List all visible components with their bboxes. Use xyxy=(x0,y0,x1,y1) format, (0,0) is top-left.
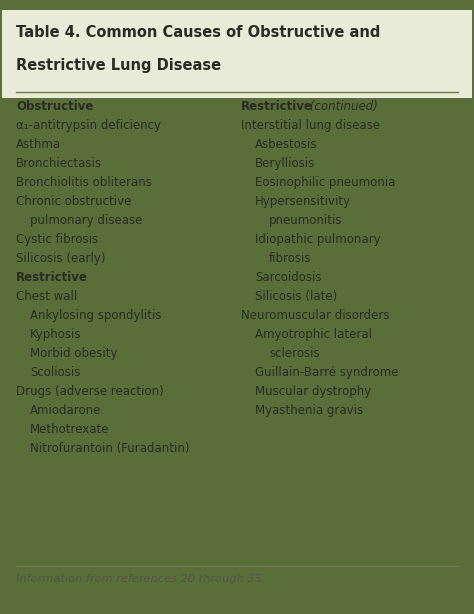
Text: Amiodarone: Amiodarone xyxy=(30,404,101,417)
Text: sclerosis: sclerosis xyxy=(269,347,319,360)
Text: Eosinophilic pneumonia: Eosinophilic pneumonia xyxy=(255,176,395,189)
Text: Berylliosis: Berylliosis xyxy=(255,157,315,170)
Text: fibrosis: fibrosis xyxy=(269,252,311,265)
Text: Amyotrophic lateral: Amyotrophic lateral xyxy=(255,328,372,341)
Text: Information from references 20 through 35.: Information from references 20 through 3… xyxy=(16,574,265,584)
Text: Nitrofurantoin (Furadantin): Nitrofurantoin (Furadantin) xyxy=(30,442,190,455)
Text: pneumonitis: pneumonitis xyxy=(269,214,343,227)
Text: Bronchiolitis obliterans: Bronchiolitis obliterans xyxy=(16,176,152,189)
Text: Scoliosis: Scoliosis xyxy=(30,366,81,379)
Text: Restrictive: Restrictive xyxy=(16,271,88,284)
Text: Neuromuscular disorders: Neuromuscular disorders xyxy=(241,309,390,322)
Text: Asbestosis: Asbestosis xyxy=(255,138,318,151)
Text: Interstitial lung disease: Interstitial lung disease xyxy=(241,119,380,132)
Text: Guillain-Barré syndrome: Guillain-Barré syndrome xyxy=(255,366,399,379)
Text: Morbid obesity: Morbid obesity xyxy=(30,347,118,360)
Text: Chronic obstructive: Chronic obstructive xyxy=(16,195,131,208)
Text: pulmonary disease: pulmonary disease xyxy=(30,214,142,227)
Text: Asthma: Asthma xyxy=(16,138,61,151)
Text: (continued): (continued) xyxy=(306,100,378,113)
Text: Restrictive: Restrictive xyxy=(241,100,313,113)
Text: Bronchiectasis: Bronchiectasis xyxy=(16,157,102,170)
Text: Cystic fibrosis: Cystic fibrosis xyxy=(16,233,98,246)
Text: Silicosis (early): Silicosis (early) xyxy=(16,252,106,265)
Text: Ankylosing spondylitis: Ankylosing spondylitis xyxy=(30,309,162,322)
Text: Chest wall: Chest wall xyxy=(16,290,77,303)
Text: Sarcoidosis: Sarcoidosis xyxy=(255,271,321,284)
Text: Kyphosis: Kyphosis xyxy=(30,328,82,341)
Text: Table 4. Common Causes of Obstructive and: Table 4. Common Causes of Obstructive an… xyxy=(16,25,380,40)
Bar xyxy=(2,10,472,98)
Text: Myasthenia gravis: Myasthenia gravis xyxy=(255,404,363,417)
Text: Obstructive: Obstructive xyxy=(16,100,93,113)
Text: α₁-antitrypsin deficiency: α₁-antitrypsin deficiency xyxy=(16,119,161,132)
Text: Silicosis (late): Silicosis (late) xyxy=(255,290,337,303)
Text: Restrictive Lung Disease: Restrictive Lung Disease xyxy=(16,58,221,73)
Text: Methotrexate: Methotrexate xyxy=(30,423,109,436)
Text: Hypersensitivity: Hypersensitivity xyxy=(255,195,351,208)
Text: Idiopathic pulmonary: Idiopathic pulmonary xyxy=(255,233,381,246)
Text: Drugs (adverse reaction): Drugs (adverse reaction) xyxy=(16,385,164,398)
Text: Muscular dystrophy: Muscular dystrophy xyxy=(255,385,371,398)
